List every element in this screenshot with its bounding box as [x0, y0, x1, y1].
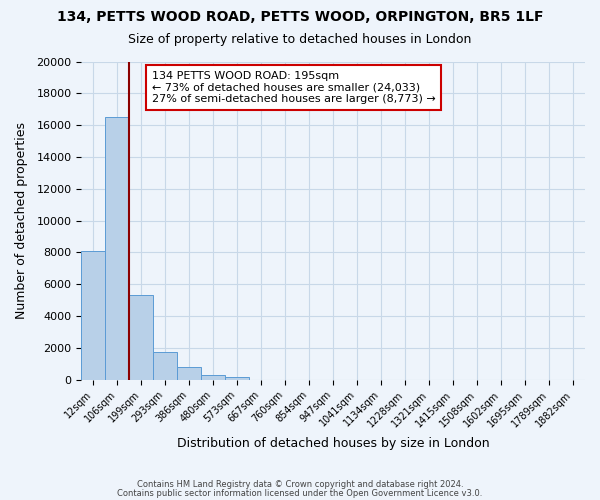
Text: 134, PETTS WOOD ROAD, PETTS WOOD, ORPINGTON, BR5 1LF: 134, PETTS WOOD ROAD, PETTS WOOD, ORPING…: [57, 10, 543, 24]
Bar: [129, 296, 153, 380]
Bar: [201, 375, 225, 380]
Y-axis label: Number of detached properties: Number of detached properties: [15, 122, 28, 319]
Bar: [225, 377, 249, 380]
Bar: [105, 117, 129, 380]
Text: Size of property relative to detached houses in London: Size of property relative to detached ho…: [128, 32, 472, 46]
Bar: [81, 251, 105, 380]
X-axis label: Distribution of detached houses by size in London: Distribution of detached houses by size …: [177, 437, 490, 450]
Text: Contains public sector information licensed under the Open Government Licence v3: Contains public sector information licen…: [118, 489, 482, 498]
Bar: [177, 367, 201, 380]
Text: 134 PETTS WOOD ROAD: 195sqm
← 73% of detached houses are smaller (24,033)
27% of: 134 PETTS WOOD ROAD: 195sqm ← 73% of det…: [152, 71, 436, 104]
Text: Contains HM Land Registry data © Crown copyright and database right 2024.: Contains HM Land Registry data © Crown c…: [137, 480, 463, 489]
Bar: [153, 352, 177, 380]
